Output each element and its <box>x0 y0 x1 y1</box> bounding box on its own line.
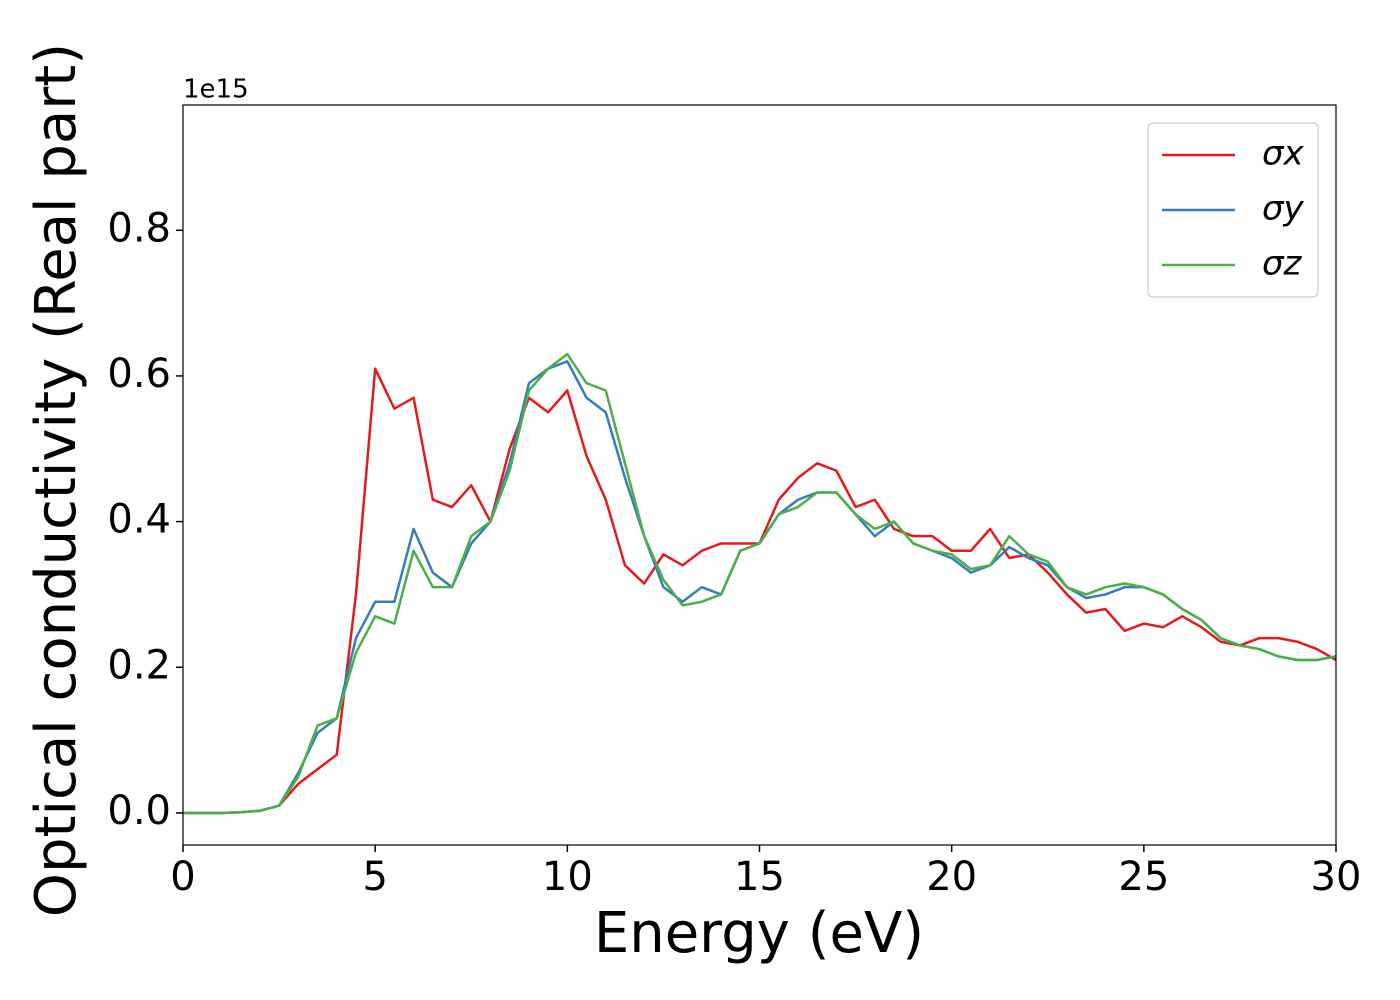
y-tick-label: 0.2 <box>107 642 171 688</box>
plot-frame <box>182 104 1337 846</box>
series-line <box>183 352 1336 815</box>
x-tick-label: 5 <box>362 854 387 900</box>
x-tick-label: 0 <box>170 854 195 900</box>
legend-label: σx <box>1262 134 1305 174</box>
offset-label: 1e15 <box>183 75 249 105</box>
series-line <box>183 367 1336 815</box>
y-axis-label: Optical conductivity (Real part) <box>24 43 89 917</box>
legend-label: σy <box>1262 189 1305 229</box>
x-axis-label: Energy (eV) <box>594 901 924 966</box>
y-tick-label: 0.4 <box>107 497 171 543</box>
x-tick-label: 15 <box>734 854 785 900</box>
x-tick-label: 20 <box>926 854 977 900</box>
y-tick-label: 0.0 <box>107 788 171 834</box>
x-tick-label: 30 <box>1311 854 1362 900</box>
x-tick-label: 10 <box>542 854 593 900</box>
x-tick-label: 25 <box>1118 854 1169 900</box>
y-tick-label: 0.8 <box>107 205 171 251</box>
legend-label: σz <box>1262 244 1303 284</box>
y-tick-label: 0.6 <box>107 351 171 397</box>
